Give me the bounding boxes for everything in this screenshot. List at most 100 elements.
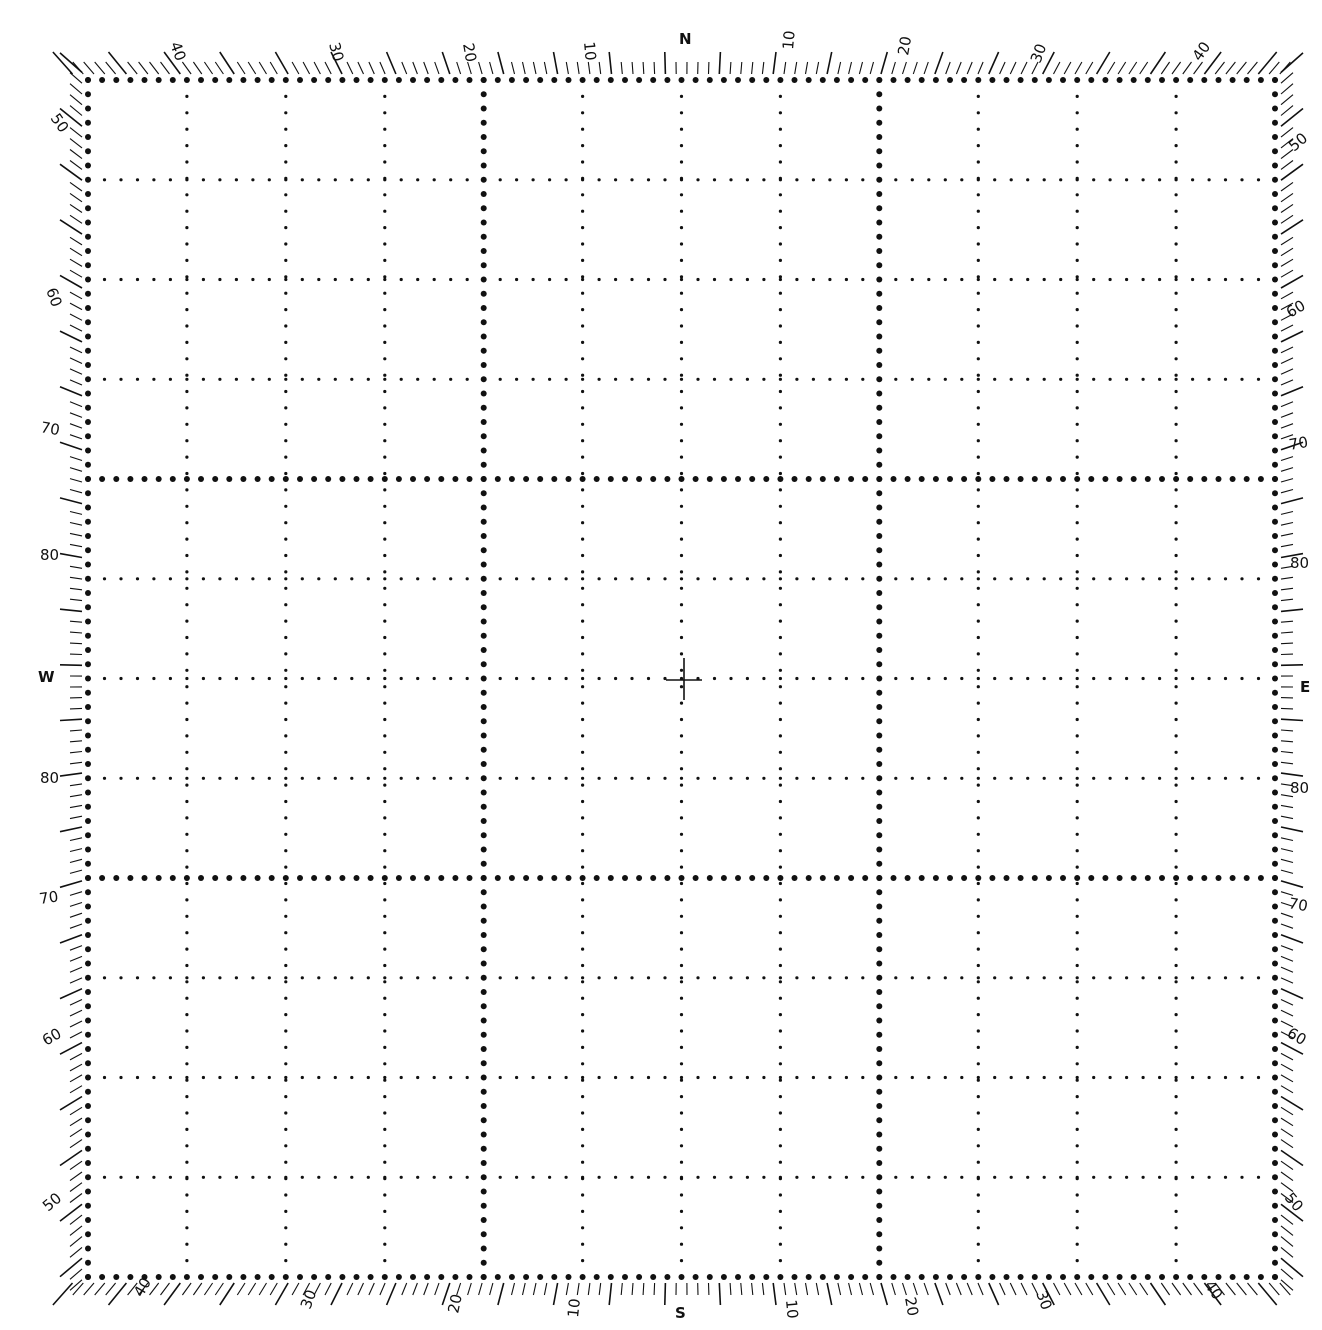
grid-dot xyxy=(581,95,584,98)
grid-dot xyxy=(581,1062,584,1065)
grid-dot xyxy=(876,647,882,653)
grid-dot xyxy=(284,931,287,934)
grid-dot xyxy=(876,1231,882,1237)
border-tick xyxy=(1281,752,1293,753)
grid-dot xyxy=(284,636,287,639)
grid-dot xyxy=(532,677,535,680)
grid-dot xyxy=(85,562,91,568)
grid-dot xyxy=(152,378,155,381)
grid-dot xyxy=(1076,472,1079,475)
grid-dot xyxy=(481,1089,487,1095)
border-tick xyxy=(479,62,483,74)
grid-dot xyxy=(993,178,996,181)
grid-dot xyxy=(103,677,106,680)
grid-dot xyxy=(383,357,386,360)
border-tick xyxy=(967,62,972,74)
border-tick xyxy=(70,1247,82,1257)
border-tick xyxy=(215,62,223,74)
grid-dot xyxy=(283,875,289,881)
border-tick xyxy=(1281,498,1303,504)
grid-dot xyxy=(537,476,543,482)
grid-dot xyxy=(581,472,584,475)
grid-dot xyxy=(284,767,287,770)
grid-dot xyxy=(848,1274,854,1280)
grid-dot xyxy=(1125,577,1128,580)
grid-dot xyxy=(1175,308,1178,311)
grid-dot xyxy=(1244,476,1250,482)
grid-dot xyxy=(268,378,271,381)
grid-dot xyxy=(894,178,897,181)
grid-dot xyxy=(680,767,683,770)
grid-dot xyxy=(1076,357,1079,360)
grid-dot xyxy=(1272,319,1278,325)
grid-dot xyxy=(466,1076,469,1079)
grid-dot xyxy=(876,148,882,154)
grid-dot xyxy=(424,875,430,881)
grid-dot xyxy=(581,898,584,901)
grid-dot xyxy=(354,875,360,881)
border-tick xyxy=(1281,544,1293,546)
grid-dot xyxy=(944,777,947,780)
bottom-label-7: 20 xyxy=(901,1296,922,1318)
grid-dot xyxy=(581,505,584,508)
grid-dot xyxy=(499,278,502,281)
grid-dot xyxy=(226,875,232,881)
top-label-7: 20 xyxy=(894,35,915,57)
grid-dot xyxy=(779,1062,782,1065)
grid-dot xyxy=(400,178,403,181)
grid-dot xyxy=(933,875,939,881)
grid-dot xyxy=(1272,1146,1278,1152)
grid-dot xyxy=(876,519,882,525)
border-tick xyxy=(1281,402,1293,407)
grid-dot xyxy=(581,1210,584,1213)
grid-dot xyxy=(85,1117,91,1123)
grid-dot xyxy=(977,1076,980,1079)
grid-dot xyxy=(202,577,205,580)
grid-dot xyxy=(1272,804,1278,810)
grid-dot xyxy=(1175,1062,1178,1065)
border-tick xyxy=(1281,270,1293,277)
border-tick xyxy=(70,1172,82,1181)
grid-dot xyxy=(1175,177,1178,180)
grid-dot xyxy=(1272,433,1278,439)
grid-dot xyxy=(85,861,91,867)
grid-dot xyxy=(1092,1176,1095,1179)
grid-dot xyxy=(383,193,386,196)
grid-dot xyxy=(834,875,840,881)
grid-dot xyxy=(1272,946,1278,952)
grid-dot xyxy=(113,1274,119,1280)
grid-dot xyxy=(1175,128,1178,131)
grid-dot xyxy=(680,1161,683,1164)
grid-dot xyxy=(1175,931,1178,934)
grid-dot xyxy=(680,816,683,819)
grid-dot xyxy=(876,205,882,211)
border-tick xyxy=(978,62,983,74)
grid-dot xyxy=(680,1029,683,1032)
grid-dot xyxy=(85,1160,91,1166)
grid-dot xyxy=(481,918,487,924)
grid-dot xyxy=(977,718,980,721)
grid-dot xyxy=(383,488,386,491)
border-tick xyxy=(84,62,94,74)
grid-dot xyxy=(1208,278,1211,281)
grid-dot xyxy=(1272,718,1278,724)
grid-dot xyxy=(820,1274,826,1280)
grid-dot xyxy=(85,690,91,696)
grid-dot xyxy=(680,275,683,278)
border-tick xyxy=(60,1097,82,1110)
grid-dot xyxy=(350,1076,353,1079)
grid-dot xyxy=(383,1095,386,1098)
grid-dot xyxy=(85,334,91,340)
grid-dot xyxy=(729,976,732,979)
grid-dot xyxy=(1159,77,1165,83)
grid-dot xyxy=(1272,462,1278,468)
grid-dot xyxy=(284,751,287,754)
grid-dot xyxy=(696,278,699,281)
border-tick xyxy=(347,62,353,74)
grid-dot xyxy=(777,77,783,83)
grid-dot xyxy=(170,1274,176,1280)
grid-dot xyxy=(1258,1274,1264,1280)
grid-dot xyxy=(581,193,584,196)
grid-dot xyxy=(876,676,882,682)
grid-dot xyxy=(779,915,782,918)
